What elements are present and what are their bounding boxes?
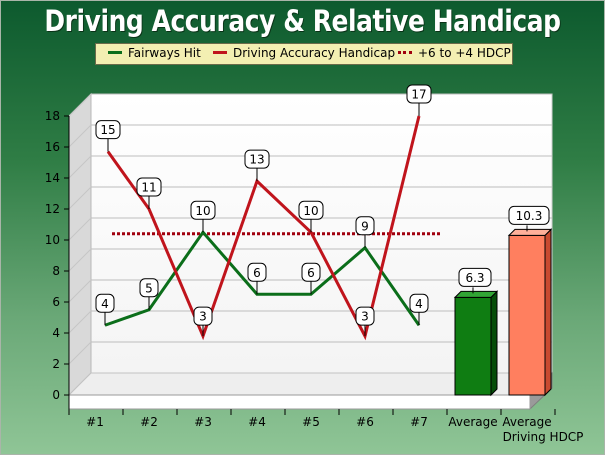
data-label-box [409,293,429,313]
bar-top [507,228,553,236]
handicap-data-label: 10 [298,200,324,220]
bar [508,234,546,396]
x-tick-label: #4 [248,415,266,429]
data-label-text: 4 [415,297,423,311]
data-label-box [95,293,115,313]
legend-label-fairways: Fairways Hit [128,46,201,60]
gridline-side [68,279,92,303]
data-label-box [406,84,432,104]
data-label-text: 10 [303,204,318,218]
data-label-text: 10 [195,204,210,218]
gridline-side [68,155,92,179]
gridline-side [68,248,92,272]
data-label-text: 17 [411,88,426,102]
bar-data-label: 6.3 [458,267,492,287]
x-tick-label: #3 [194,415,212,429]
gridline-side [68,93,92,117]
data-label-box [458,267,492,287]
data-label-box [298,200,324,220]
bar-data-label: 10.3 [508,205,550,225]
data-label-text: 6 [307,266,315,280]
handicap-data-label: 13 [244,149,270,169]
bar-side [490,290,498,397]
x-tick-label: Driving HDCP [503,430,584,444]
x-tick-label: #6 [356,415,374,429]
x-tick-label: Average [448,415,497,429]
fairways-data-label: 5 [139,278,159,298]
bar-side [544,228,552,397]
fairways-data-label: 6 [301,262,321,282]
data-label-text: 6.3 [465,271,484,285]
fairways-data-label: 6 [247,262,267,282]
gridline-side [68,217,92,241]
data-label-text: 4 [101,297,109,311]
gridline-side [68,341,92,365]
handicap-data-label: 11 [136,177,162,197]
y-tick-label: 12 [45,202,60,216]
gridline-side [68,186,92,210]
y-tick-label: 0 [52,388,60,402]
data-label-box [95,120,121,140]
legend-swatch-target [398,51,412,54]
bar-top [453,290,499,298]
data-label-box [190,200,216,220]
data-label-box [136,177,162,197]
handicap-data-label: 3 [355,306,375,326]
fairways-data-label: 10 [190,200,216,220]
legend-label-handicap: Driving Accuracy Handicap [233,46,396,60]
data-label-box [301,262,321,282]
y-tick-label: 4 [52,326,60,340]
handicap-data-label: 15 [95,120,121,140]
data-label-box [508,205,550,225]
x-tick-label: #2 [140,415,158,429]
data-label-text: 6 [253,266,261,280]
data-label-text: 3 [199,310,207,324]
gridline-side [68,310,92,334]
y-tick-label: 14 [45,171,60,185]
y-tick-label: 2 [52,357,60,371]
handicap-data-label: 3 [193,306,213,326]
data-label-box [355,306,375,326]
data-label-box [139,278,159,298]
data-label-box [244,149,270,169]
chart-left-wall [68,92,92,397]
data-label-box [247,262,267,282]
fairways-data-label: 9 [355,216,375,236]
legend-swatch-handicap [213,51,227,54]
x-tick-label: #1 [86,415,104,429]
gridline-side [68,124,92,148]
bar [454,296,492,396]
legend-label-target: +6 to +4 HDCP [418,46,511,60]
y-tick-label: 8 [52,264,60,278]
data-label-box [193,306,213,326]
data-label-text: 11 [141,181,156,195]
legend-swatch-fairways [108,51,122,54]
x-tick-label: Average [502,415,551,429]
x-tick-label: #5 [302,415,320,429]
chart-title: Driving Accuracy & Relative Handicap [44,4,561,38]
chart-legend: Fairways Hit Driving Accuracy Handicap +… [95,43,513,65]
fairways-data-label: 4 [95,293,115,313]
handicap-data-label: 17 [406,84,432,104]
data-label-text: 13 [249,153,264,167]
data-label-text: 10.3 [516,209,543,223]
data-label-text: 15 [100,123,115,137]
y-tick-label: 18 [45,109,60,123]
fairways-data-label: 4 [409,293,429,313]
y-tick-label: 10 [45,233,60,247]
data-label-text: 3 [361,310,369,324]
chart-floor-front [68,394,531,410]
x-tick-label: #7 [410,415,428,429]
data-label-box [355,216,375,236]
y-tick-label: 6 [52,295,60,309]
y-tick-label: 16 [45,140,60,154]
data-label-text: 9 [361,219,369,233]
data-label-text: 5 [145,281,153,295]
